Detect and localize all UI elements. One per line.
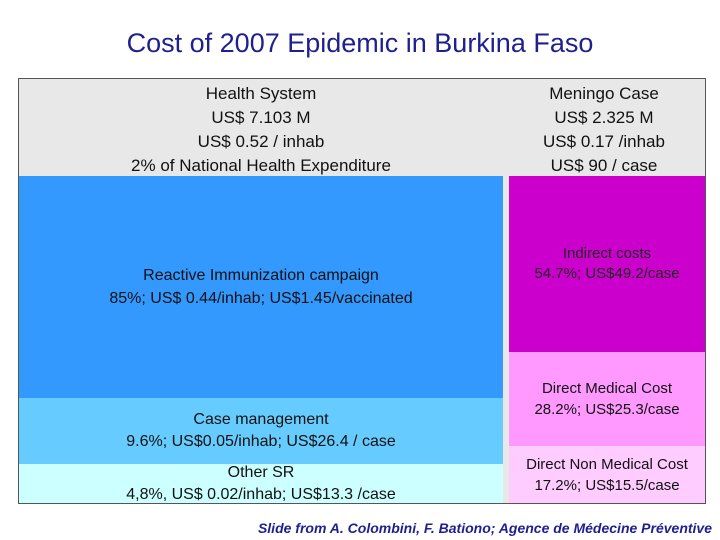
health-system-total: US$ 7.103 M <box>211 108 311 127</box>
reactive-immunization-label: Reactive Immunization campaign <box>143 267 379 284</box>
case-management-values: 9.6%; US$0.05/inhab; US$26.4 / case <box>126 433 396 450</box>
reactive-immunization-values: 85%; US$ 0.44/inhab; US$1.45/vaccinated <box>109 290 413 307</box>
case-management-label: Case management <box>193 411 329 428</box>
direct-non-medical-block: Direct Non Medical Cost 17.2%; US$15.5/c… <box>509 446 705 504</box>
direct-non-medical-label: Direct Non Medical Cost <box>526 456 688 473</box>
meningo-case-header: Meningo Case US$ 2.325 M US$ 0.17 /inhab… <box>503 84 705 176</box>
other-sr-block: Other SR 4,8%, US$ 0.02/inhab; US$13.3 /… <box>19 464 503 504</box>
indirect-costs-values: 54.7%; US$49.2/case <box>534 265 680 282</box>
direct-medical-block: Direct Medical Cost 28.2%; US$25.3/case <box>509 352 705 446</box>
health-system-share: 2% of National Health Expenditure <box>131 156 391 175</box>
meningo-case-total: US$ 2.325 M <box>554 108 654 127</box>
diagram-frame <box>18 78 706 504</box>
direct-medical-label: Direct Medical Cost <box>541 380 673 397</box>
slide-title: Cost of 2007 Epidemic in Burkina Faso <box>126 28 594 58</box>
meningo-case-per-case: US$ 90 / case <box>550 156 658 175</box>
meningo-case-label: Meningo Case <box>549 84 659 103</box>
other-sr-label: Other SR <box>227 464 295 481</box>
case-management-block: Case management 9.6%; US$0.05/inhab; US$… <box>19 398 503 464</box>
slide-footer-credit: Slide from A. Colombini, F. Bationo; Age… <box>257 520 712 536</box>
indirect-costs-block: Indirect costs 54.7%; US$49.2/case <box>509 176 705 352</box>
direct-non-medical-values: 17.2%; US$15.5/case <box>534 477 680 494</box>
meningo-case-per-inhab: US$ 0.17 /inhab <box>543 132 665 151</box>
health-system-per-inhab: US$ 0.52 / inhab <box>197 132 325 151</box>
reactive-immunization-block: Reactive Immunization campaign 85%; US$ … <box>19 176 503 398</box>
direct-medical-values: 28.2%; US$25.3/case <box>534 401 680 418</box>
health-system-label: Health System <box>205 84 317 103</box>
other-sr-values: 4,8%, US$ 0.02/inhab; US$13.3 /case <box>126 486 396 503</box>
health-system-header: Health System US$ 7.103 M US$ 0.52 / inh… <box>19 84 503 176</box>
indirect-costs-label: Indirect costs <box>562 245 652 262</box>
